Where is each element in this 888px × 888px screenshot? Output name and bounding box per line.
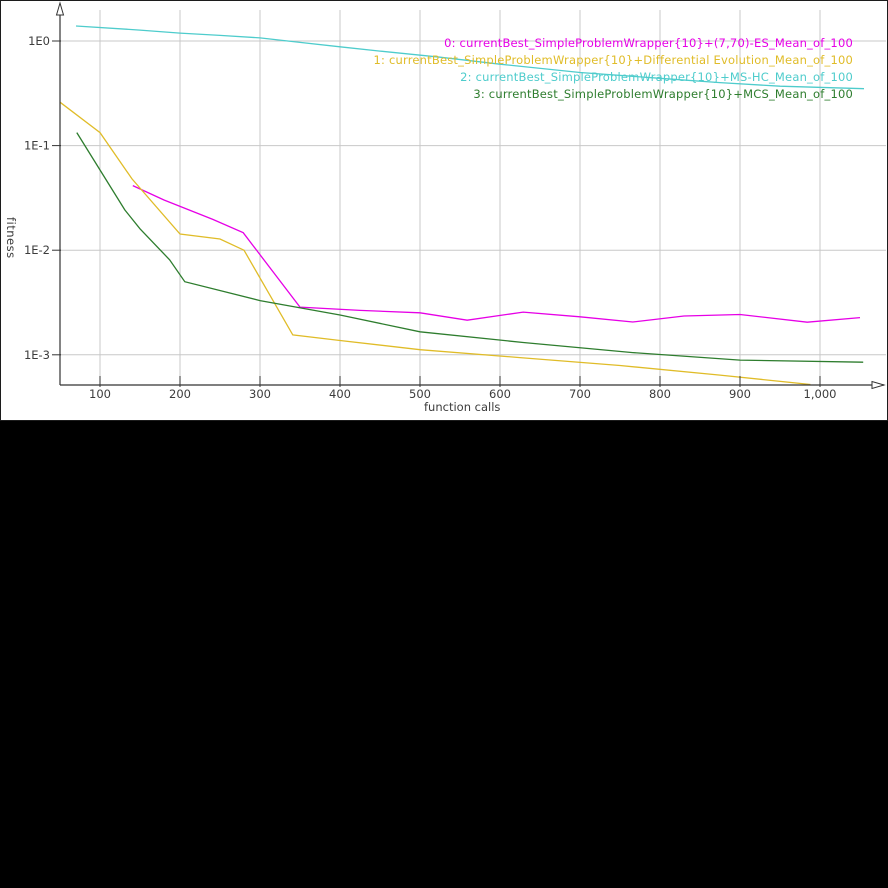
x-tick-label: 1,000 [804,387,837,401]
x-tick-label: 400 [329,387,351,401]
chart-area: 100 200 300 400 500 600 700 800 900 1,000 1E0 1E-1 1… [0,0,888,421]
y-tick-label: 1E-3 [24,348,50,362]
x-axis-label: function calls [424,400,501,414]
x-axis-arrow-icon [871,380,886,390]
y-axis-arrow-icon [55,1,65,16]
x-tick-label: 800 [649,387,671,401]
x-tick-label: 300 [249,387,271,401]
y-axis-label: fitness [4,217,18,259]
series-line-0 [132,185,861,323]
y-tick-label: 1E-2 [24,243,50,257]
y-tick-label: 1E0 [28,34,50,48]
x-tick-label: 600 [489,387,511,401]
series-line-2 [75,25,865,90]
legend-entry-1: 1: currentBest_SimpleProblemWrapper{10}+… [373,53,853,67]
series-line-3 [76,132,864,363]
x-tick-label: 200 [169,387,191,401]
series-line-1 [59,101,811,386]
x-tick-label: 100 [89,387,111,401]
y-tick-label: 1E-1 [24,139,50,153]
x-tick-label: 700 [569,387,591,401]
legend-entry-3: 3: currentBest_SimpleProblemWrapper{10}+… [473,87,853,101]
x-tick-label: 900 [729,387,751,401]
legend-entry-2: 2: currentBest_SimpleProblemWrapper{10}+… [460,70,853,84]
legend-entry-0: 0: currentBest_SimpleProblemWrapper{10}+… [444,36,853,50]
bottom-black-region [0,421,888,888]
x-tick-label: 500 [409,387,431,401]
plot-svg: 100 200 300 400 500 600 700 800 900 1,000 1E0 1E-1 1… [24,1,886,401]
chart-legend: 0: currentBest_SimpleProblemWrapper{10}+… [374,35,853,103]
